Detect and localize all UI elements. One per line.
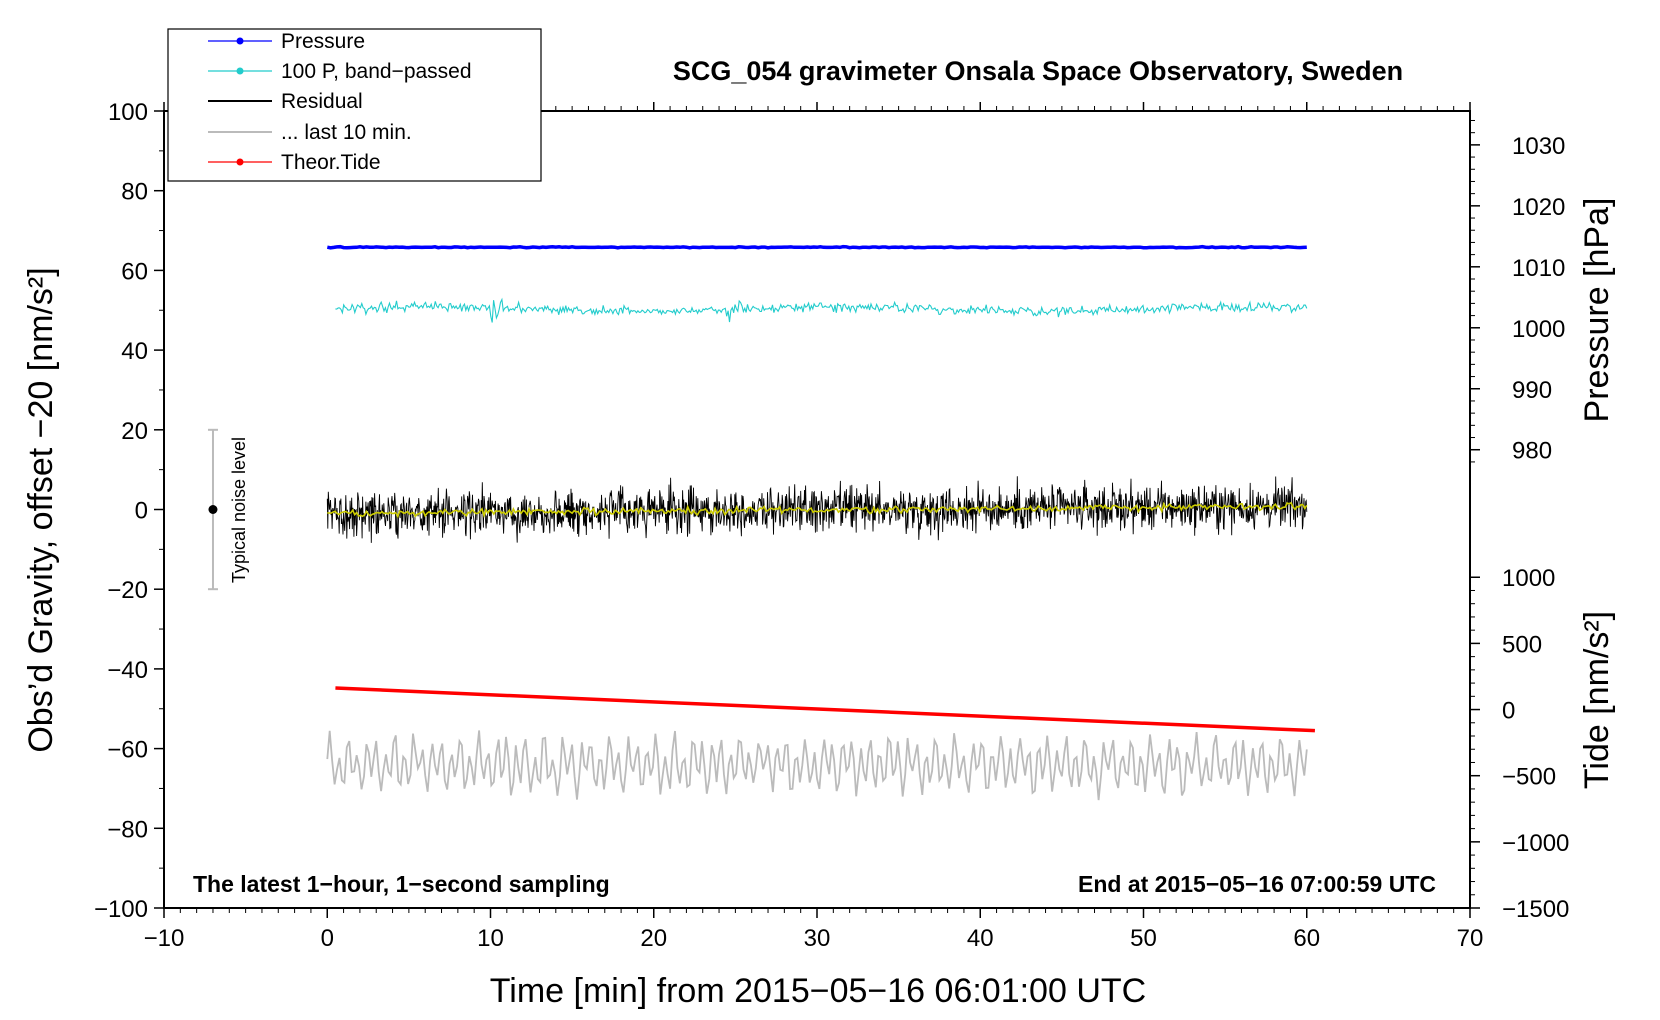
y-tick-label: 80 <box>121 179 148 206</box>
y-tick-label: 40 <box>121 338 148 365</box>
y-axis-pressure: 1030 1020 1010 1000 990 980 <box>1470 119 1565 465</box>
pressure-tick-label: 1020 <box>1512 194 1565 221</box>
legend-item-residual: Residual <box>208 90 363 113</box>
y-tick-label: −60 <box>107 737 148 764</box>
y-axis-left: 100 80 60 40 20 0 −20 −40 −60 −80 −100 <box>94 99 164 923</box>
legend-label-theor-tide: Theor.Tide <box>281 151 381 174</box>
legend-label-last-10-min: ... last 10 min. <box>281 121 412 144</box>
y-axis-tide: 1000 500 0 −500 −1000 −1500 <box>1470 565 1569 923</box>
legend-label-residual: Residual <box>281 90 363 113</box>
y-tick-label: −80 <box>107 816 148 843</box>
x-tick-label: 20 <box>640 925 667 952</box>
annotation-end-time: End at 2015−05−16 07:00:59 UTC <box>1078 871 1436 897</box>
y-tick-label: −40 <box>107 657 148 684</box>
x-tick-label: 50 <box>1130 925 1157 952</box>
x-tick-label: 30 <box>804 925 831 952</box>
series-last-10-min <box>326 730 1308 801</box>
series-band-passed <box>335 297 1308 323</box>
x-tick-label: 0 <box>321 925 334 952</box>
x-axis-title: Time [min] from 2015−05−16 06:01:00 UTC <box>490 972 1146 1010</box>
series-layer <box>207 244 1315 801</box>
tide-tick-label: 0 <box>1502 698 1515 725</box>
y-axis-title-tide: Tide [nm/s²] <box>1578 611 1616 789</box>
tide-tick-label: 500 <box>1502 631 1542 658</box>
x-tick-label: 70 <box>1457 925 1484 952</box>
x-tick-label: 60 <box>1293 925 1320 952</box>
legend-label-band-passed: 100 P, band−passed <box>281 60 472 83</box>
legend: Pressure 100 P, band−passed Residual ...… <box>167 28 542 182</box>
x-tick-label: −10 <box>144 925 185 952</box>
chart-title: SCG_054 gravimeter Onsala Space Observat… <box>673 56 1403 86</box>
y-tick-label: −20 <box>107 577 148 604</box>
noise-bar-center <box>208 505 218 514</box>
series-residual-smoothed <box>327 501 1308 519</box>
pressure-tick-label: 1030 <box>1512 133 1565 160</box>
legend-label-pressure: Pressure <box>281 30 365 53</box>
y-axis-title-left: Obs’d Gravity, offset −20 [nm/s²] <box>22 267 60 752</box>
y-tick-label: 60 <box>121 258 148 285</box>
tide-tick-label: −500 <box>1502 764 1556 791</box>
y-tick-label: 20 <box>121 418 148 445</box>
tide-tick-label: 1000 <box>1502 565 1555 592</box>
y-tick-label: 0 <box>135 498 148 525</box>
annotation-sampling: The latest 1−hour, 1−second sampling <box>193 871 610 897</box>
legend-item-band-passed: 100 P, band−passed <box>208 60 472 83</box>
x-tick-label: 40 <box>967 925 994 952</box>
y-tick-label: 100 <box>108 99 148 126</box>
legend-box <box>167 28 542 182</box>
series-residual <box>326 476 1308 543</box>
noise-bar-label: Typical noise level <box>229 437 249 583</box>
pressure-tick-label: 1000 <box>1512 316 1565 343</box>
legend-item-last-10-min: ... last 10 min. <box>208 121 412 144</box>
pressure-tick-label: 980 <box>1512 438 1552 465</box>
x-tick-label: 10 <box>477 925 504 952</box>
series-pressure <box>326 244 1307 250</box>
pressure-tick-label: 1010 <box>1512 255 1565 282</box>
legend-item-theor-tide: Theor.Tide <box>208 151 381 174</box>
y-tick-label: −100 <box>94 896 148 923</box>
pressure-tick-label: 990 <box>1512 377 1552 404</box>
tide-tick-label: −1500 <box>1502 896 1569 923</box>
series-theor-tide <box>335 686 1315 733</box>
tide-tick-label: −1000 <box>1502 830 1569 857</box>
y-axis-title-pressure: Pressure [hPa] <box>1578 198 1616 423</box>
x-axis: −10 0 10 20 30 40 50 60 70 <box>144 102 1484 952</box>
legend-item-pressure: Pressure <box>208 30 365 53</box>
